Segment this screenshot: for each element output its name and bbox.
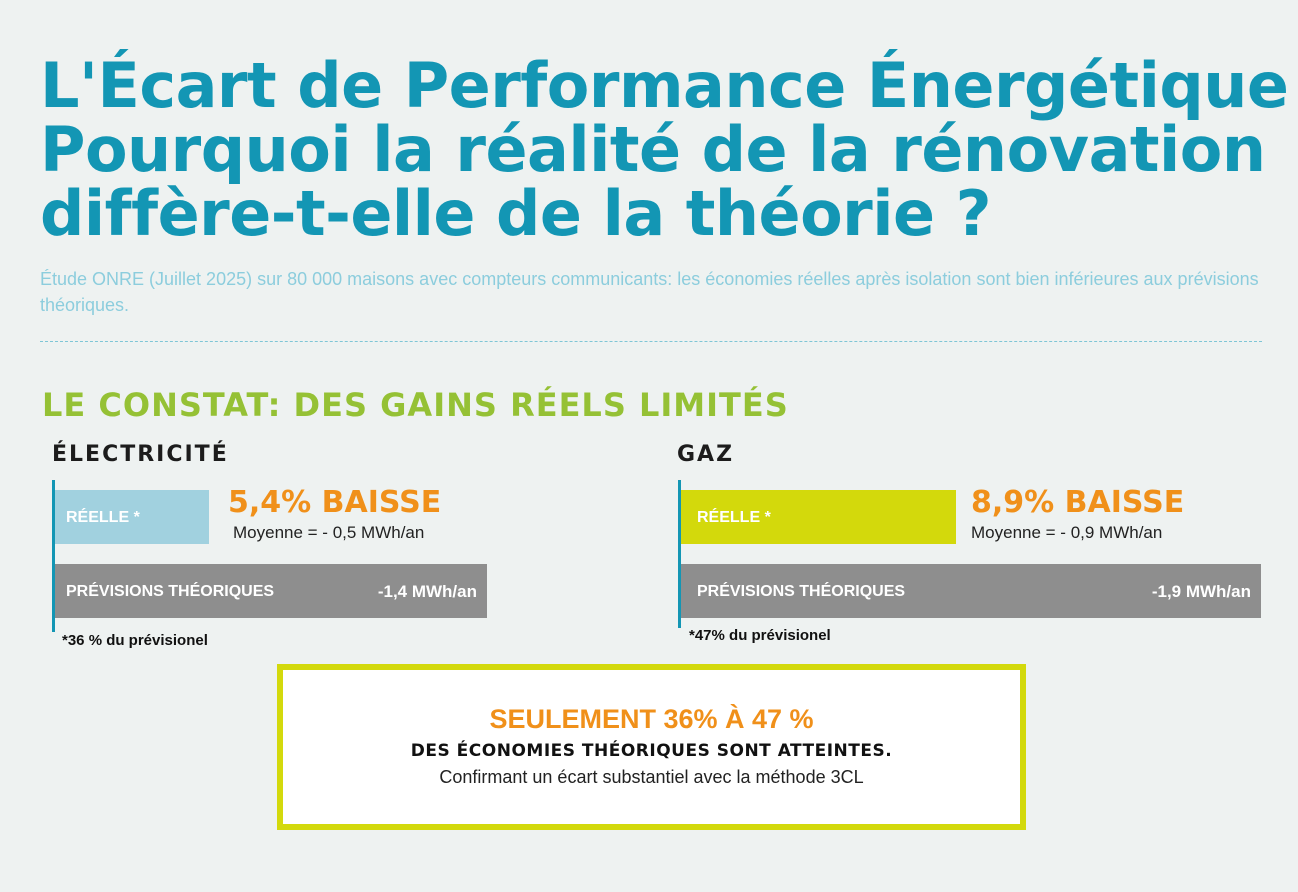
electricite-previsions-value: -1,4 MWh/an <box>377 582 477 601</box>
callout-subheadline: DES ÉCONOMIES THÉORIQUES SONT ATTEINTES. <box>410 741 893 761</box>
title-line-3: diffère-t-elle de la théorie ? <box>40 177 992 250</box>
electricite-chart-title: ÉLECTRICITÉ <box>52 442 229 467</box>
electricite-average-label: Moyenne = - 0,5 MWh/an <box>233 523 425 542</box>
gaz-chart-title: GAZ <box>677 442 735 467</box>
page-subtitle: Étude ONRE (Juillet 2025) sur 80 000 mai… <box>40 269 1259 315</box>
title-line-2: Pourquoi la réalité de la rénovation <box>40 113 1266 186</box>
gaz-previsions-value: -1,9 MWh/an <box>1151 582 1251 601</box>
callout-headline: SEULEMENT 36% À 47 % <box>489 704 814 734</box>
page-title: L'Écart de Performance Énergétique : Pou… <box>40 49 1298 250</box>
gaz-percent-label: 8,9% BAISSE <box>971 485 1185 520</box>
callout-note: Confirmant un écart substantiel avec la … <box>439 767 864 787</box>
gaz-footnote: *47% du prévisionel <box>689 627 831 644</box>
gaz-previsions-label: PRÉVISIONS THÉORIQUES <box>697 583 906 600</box>
electricite-reelle-label: RÉELLE * <box>66 509 140 526</box>
electricite-previsions-label: PRÉVISIONS THÉORIQUES <box>66 583 275 600</box>
section-title: LE CONSTAT: DES GAINS RÉELS LIMITÉS <box>42 386 789 424</box>
electricite-previsions-bar <box>55 564 487 618</box>
gaz-previsions-bar <box>681 564 1261 618</box>
title-line-1: L'Écart de Performance Énergétique : <box>40 49 1298 122</box>
electricite-axis-line <box>52 480 55 632</box>
electricite-footnote: *36 % du prévisionel <box>62 632 208 649</box>
gaz-axis-line <box>678 480 681 628</box>
gaz-reelle-bar <box>681 490 956 544</box>
electricite-reelle-bar <box>55 490 210 544</box>
electricite-percent-label: 5,4% BAISSE <box>228 485 442 520</box>
dashed-divider <box>40 341 1262 342</box>
summary-callout: SEULEMENT 36% À 47 % DES ÉCONOMIES THÉOR… <box>277 664 1026 830</box>
gaz-average-label: Moyenne = - 0,9 MWh/an <box>971 523 1163 542</box>
gaz-reelle-label: RÉELLE * <box>697 509 771 526</box>
